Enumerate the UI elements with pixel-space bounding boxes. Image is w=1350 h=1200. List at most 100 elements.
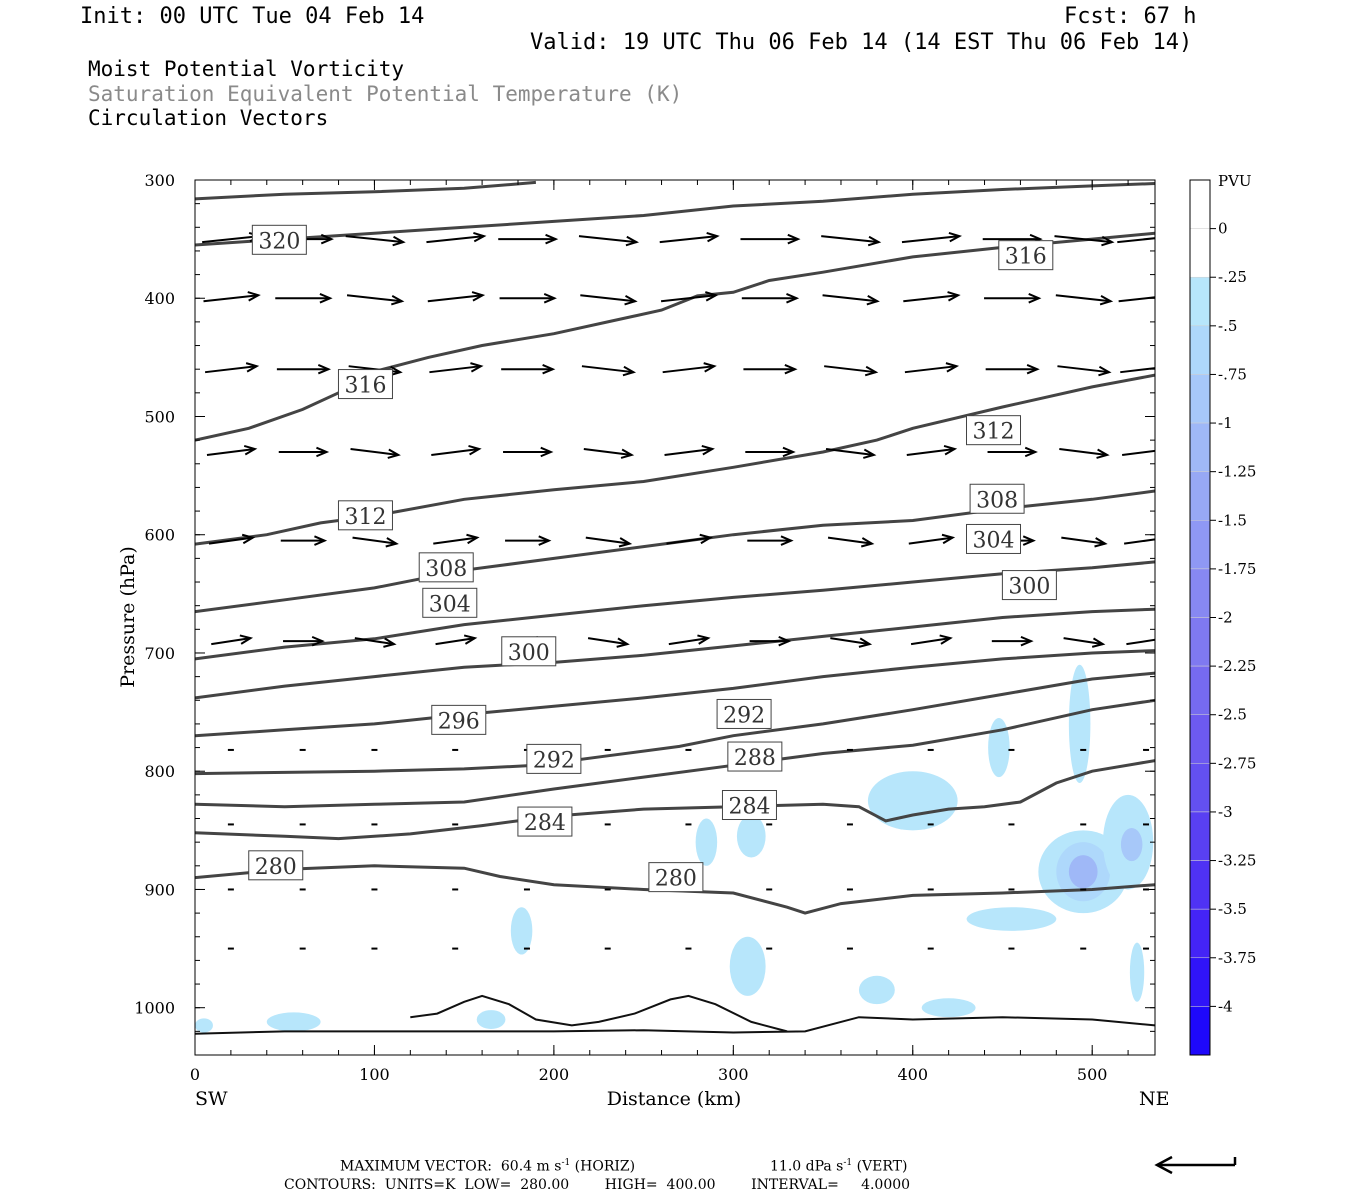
vector-arrow	[501, 363, 556, 375]
vector-arrow	[821, 235, 882, 247]
vector-arrow	[910, 634, 953, 646]
colorbar-swatch	[1189, 957, 1211, 1007]
colorbar-unit: PVU	[1218, 172, 1252, 190]
colorbar-level-label: -2.75	[1218, 754, 1256, 772]
contour-label-284: 284	[721, 790, 777, 821]
x-tick-label: 200	[539, 1065, 570, 1084]
mpv-shade-0	[867, 771, 958, 831]
y-tick-label: 300	[144, 171, 175, 190]
colorbar-swatch	[1189, 179, 1211, 229]
vector-arrow	[659, 231, 720, 244]
mpv-shading	[195, 664, 1154, 1033]
vector-arrow	[1055, 294, 1114, 306]
vector-arrow	[984, 293, 1042, 304]
vector-arrow	[822, 294, 880, 306]
init-time: Init: 00 UTC Tue 04 Feb 14	[80, 4, 425, 29]
max-vert-tag: (VERT)	[856, 1158, 908, 1175]
vector-arrow	[824, 365, 879, 377]
vector-arrow	[278, 446, 330, 458]
contour-line-288	[195, 698, 1155, 809]
contour-label-304: 304	[422, 587, 478, 618]
vector-arrow	[585, 536, 633, 548]
shaded-field-title: Moist Potential Vorticity	[88, 57, 405, 81]
svg-text:300: 300	[1008, 575, 1050, 600]
contour-line-320	[195, 182, 1155, 247]
vector-arrow	[275, 293, 333, 304]
vector-arrow	[1057, 365, 1112, 377]
svg-text:292: 292	[723, 703, 765, 728]
y-axis-label: Pressure (hPa)	[117, 546, 139, 688]
mpv-shade-12	[695, 818, 718, 866]
vector-arrow	[345, 235, 406, 247]
contour-label-304: 304	[966, 523, 1022, 554]
max-horiz-unit: m s	[536, 1158, 562, 1175]
svg-text:280: 280	[255, 855, 297, 880]
vector-arrow	[1123, 538, 1155, 545]
contour-label-296: 296	[431, 704, 487, 735]
surface-line-1	[410, 994, 788, 1033]
vector-arrow	[903, 291, 961, 303]
vector-arrow	[202, 231, 263, 244]
vector-arrow	[1061, 536, 1108, 548]
colorbar-swatch	[1189, 1006, 1211, 1056]
mpv-shade-10	[966, 907, 1057, 931]
contour-label-280: 280	[648, 862, 704, 893]
x-tick-label: 300	[718, 1065, 749, 1084]
svg-text:308: 308	[976, 488, 1018, 513]
svg-text:292: 292	[533, 748, 575, 773]
colorbar-swatch	[1189, 374, 1211, 424]
colorbar-swatch	[1189, 617, 1211, 667]
contour-label-280: 280	[248, 850, 304, 881]
mpv-shade-8	[729, 936, 766, 996]
vector-arrow	[431, 445, 482, 456]
colorbar-level-label: -3.5	[1218, 900, 1247, 918]
colorbar-level-label: -1	[1218, 414, 1233, 432]
vector-field-title: Circulation Vectors	[88, 106, 329, 130]
reference-vector-arrow	[1154, 1155, 1237, 1175]
vector-arrow	[211, 634, 254, 646]
vector-arrow	[498, 233, 559, 245]
y-tick-label: 500	[144, 407, 175, 426]
svg-text:300: 300	[508, 641, 550, 666]
contour-line-284	[195, 759, 1155, 841]
colorbar-swatch	[1189, 422, 1211, 472]
svg-text:280: 280	[655, 867, 697, 892]
y-tick-label: 700	[144, 644, 175, 663]
vector-arrow	[503, 446, 554, 458]
vector-arrow	[505, 535, 552, 546]
svg-text:284: 284	[524, 811, 566, 836]
contour-label-312: 312	[966, 415, 1022, 446]
contour-line-316	[195, 231, 1155, 442]
vector-arrow	[987, 446, 1038, 458]
vector-arrow	[1054, 235, 1115, 247]
x-tick-label: 500	[1077, 1065, 1108, 1084]
vector-arrow	[1063, 637, 1106, 648]
vector-arrow	[1118, 296, 1155, 303]
colorbar-swatch	[1189, 471, 1211, 521]
vector-arrow	[204, 362, 260, 374]
vector-arrow	[1117, 237, 1155, 244]
mpv-shade-17	[476, 1010, 506, 1029]
colorbar-level-label: -2.5	[1218, 706, 1247, 724]
colorbar-level-label: -4	[1218, 997, 1233, 1015]
colorbar-swatch	[1189, 276, 1211, 327]
vector-arrow	[203, 291, 261, 303]
x-end-label-right: NE	[1139, 1088, 1170, 1110]
vector-arrow	[499, 293, 557, 304]
vector-arrow	[1126, 635, 1155, 646]
mpv-shade-9	[510, 907, 533, 955]
circulation-vectors	[202, 231, 1155, 950]
mpv-shade-6	[1068, 664, 1091, 784]
contour-label-308: 308	[969, 483, 1025, 514]
contour-line-top	[195, 180, 537, 201]
vector-arrow	[426, 231, 487, 244]
vector-arrow	[280, 535, 328, 546]
colorbar-swatch	[1189, 763, 1211, 813]
colorbar-swatch	[1189, 520, 1211, 570]
y-tick-label: 800	[144, 762, 175, 781]
colorbar-level-label: -2.25	[1218, 657, 1256, 675]
svg-text:304: 304	[973, 528, 1015, 553]
mpv-shade-15	[921, 998, 976, 1018]
contours-info: CONTOURS: UNITS=K LOW= 280.00 HIGH= 400.…	[284, 1177, 911, 1193]
colorbar: PVU 0 -.25 -.5 -.75 -1 -1.25 -1.5 -1.75 -2 -2.25 -2…	[1189, 172, 1256, 1056]
